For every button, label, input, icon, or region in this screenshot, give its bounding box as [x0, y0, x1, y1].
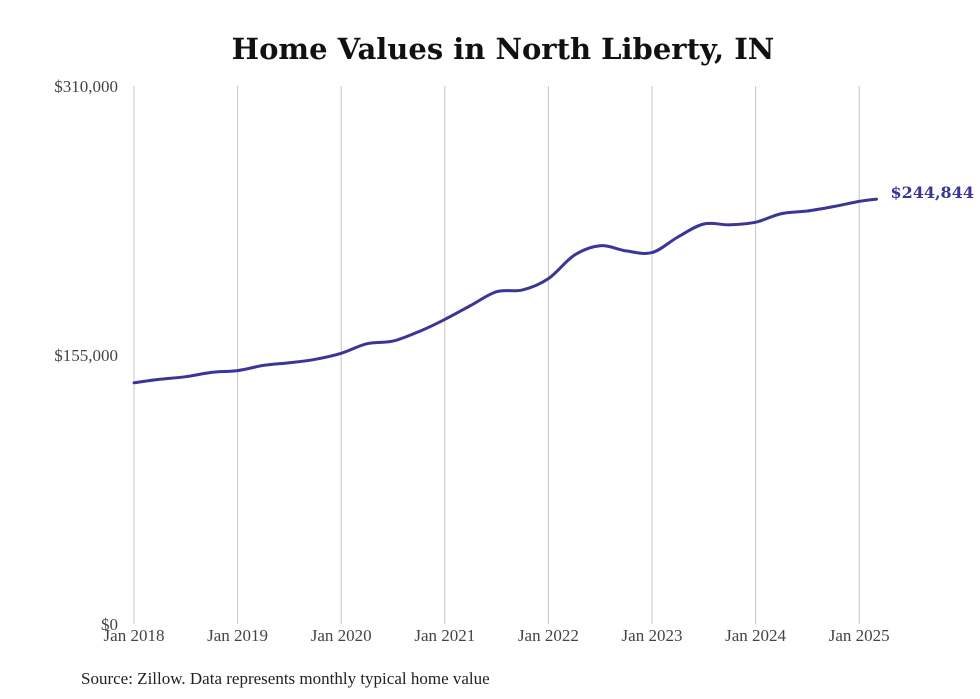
chart-title: Home Values in North Liberty, IN [232, 32, 775, 66]
x-tick-label: Jan 2024 [725, 626, 786, 645]
end-value-label: $244,844 [890, 183, 974, 202]
x-tick-label: Jan 2021 [414, 626, 475, 645]
x-tick-label: Jan 2025 [829, 626, 890, 645]
y-tick-label: $0 [101, 615, 118, 634]
y-axis-ticks: $0 $155,000 $310,000 [54, 77, 118, 634]
x-axis-ticks: Jan 2018 Jan 2019 Jan 2020 Jan 2021 Jan 2022… [104, 626, 890, 645]
x-tick-label: Jan 2022 [518, 626, 579, 645]
y-tick-label: $155,000 [54, 346, 118, 365]
series-line-home-value [132, 197, 878, 385]
x-tick-label: Jan 2018 [104, 626, 165, 645]
source-note: Source: Zillow. Data represents monthly … [81, 669, 490, 688]
gridlines [133, 86, 860, 624]
x-tick-label: Jan 2023 [622, 626, 683, 645]
x-tick-label: Jan 2019 [207, 626, 268, 645]
y-tick-label: $310,000 [54, 77, 118, 96]
x-tick-label: Jan 2020 [311, 626, 372, 645]
